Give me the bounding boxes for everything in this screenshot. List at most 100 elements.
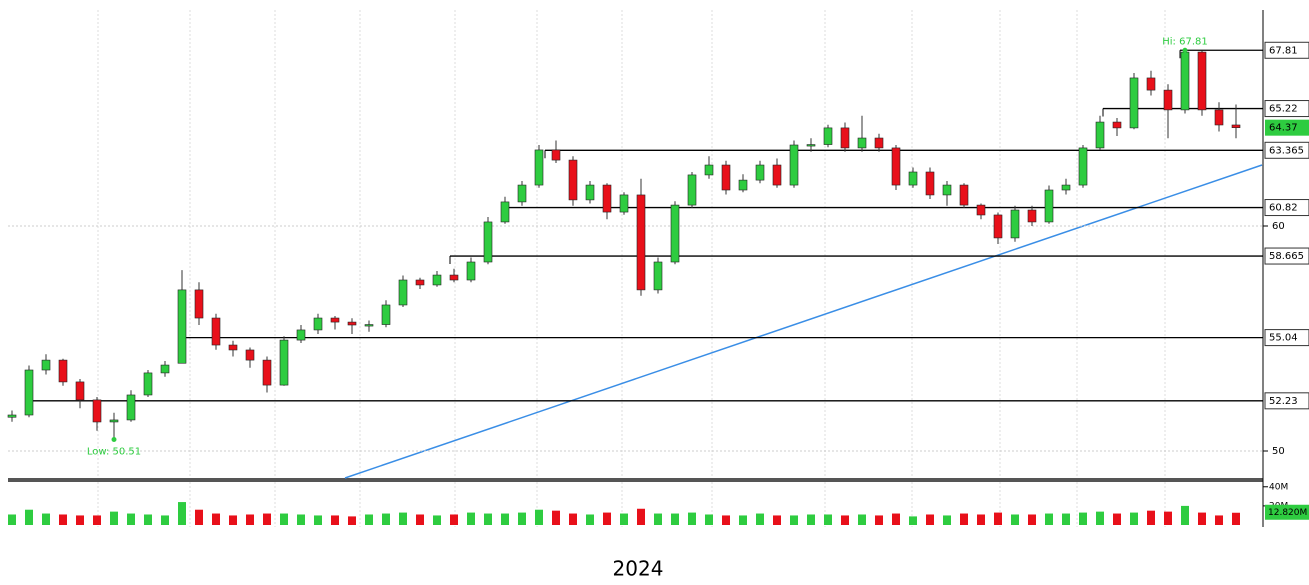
- candle-body: [1095, 121, 1105, 149]
- candle-body: [534, 149, 544, 186]
- candle-body: [58, 359, 68, 383]
- candle-body: [1027, 209, 1037, 223]
- candle-body: [653, 261, 663, 291]
- candle-body: [194, 289, 204, 319]
- volume-bar: [450, 514, 458, 525]
- volume-bar: [178, 502, 186, 525]
- volume-bar: [1011, 514, 1019, 525]
- volume-bar: [909, 516, 917, 525]
- volume-bar: [331, 515, 339, 525]
- level-label: 63.365: [1269, 145, 1304, 156]
- volume-bar: [195, 509, 203, 525]
- volume-bar: [739, 515, 747, 525]
- volume-bar: [569, 513, 577, 525]
- volume-bar: [654, 513, 662, 525]
- volume-bar: [977, 514, 985, 525]
- volume-bar: [841, 515, 849, 525]
- volume-bar: [42, 513, 50, 525]
- volume-bar: [875, 515, 883, 525]
- candle-body: [24, 369, 34, 416]
- volume-bar: [501, 513, 509, 525]
- high-annotation: Hi: 67.81: [1162, 36, 1207, 47]
- candle-body: [330, 317, 340, 323]
- candle-body: [772, 164, 782, 186]
- candle-body: [75, 381, 85, 401]
- candle-body: [942, 184, 952, 196]
- level-box: [1264, 247, 1309, 265]
- x-axis-label: 2024: [613, 557, 664, 581]
- candle-body: [92, 399, 102, 423]
- volume-bar: [620, 513, 628, 525]
- volume-bar: [790, 515, 798, 525]
- volume-bar: [807, 514, 815, 525]
- candle-body: [1010, 209, 1020, 239]
- candle-body: [670, 204, 680, 263]
- volume-bar: [1028, 514, 1036, 525]
- level-box: [1264, 141, 1309, 159]
- candle-body: [1146, 77, 1156, 91]
- candle-body: [211, 317, 221, 346]
- trend-line: [344, 164, 1263, 479]
- candle-body: [1197, 51, 1207, 111]
- candle-body: [1214, 109, 1224, 126]
- volume-bar: [688, 512, 696, 525]
- candle-body: [619, 194, 629, 213]
- candle-body: [1112, 121, 1122, 129]
- candle-body: [262, 359, 272, 386]
- volume-bar: [1164, 511, 1172, 525]
- volume-bar: [1096, 511, 1104, 525]
- candle-body: [296, 329, 306, 341]
- volume-bar: [1079, 512, 1087, 525]
- candle-body: [551, 149, 561, 161]
- volume-bar: [1147, 510, 1155, 525]
- candle-body: [1078, 147, 1088, 186]
- volume-bar: [399, 512, 407, 525]
- volume-bar: [263, 513, 271, 525]
- volume-bar: [960, 513, 968, 525]
- candle-body: [857, 137, 867, 149]
- volume-bar: [25, 509, 33, 525]
- last-price-label: 64.37: [1269, 123, 1298, 134]
- candle-body: [874, 137, 884, 149]
- candle-body: [602, 184, 612, 213]
- candle-body: [1044, 189, 1054, 223]
- level-label: 55.04: [1269, 333, 1298, 344]
- volume-bar: [382, 513, 390, 525]
- last-price-box: [1265, 119, 1309, 136]
- candle-body: [364, 324, 374, 327]
- volume-bar: [1232, 512, 1240, 525]
- volume-bar: [552, 510, 560, 525]
- volume-bar: [433, 515, 441, 525]
- low-annotation: Low: 50.51: [87, 447, 141, 458]
- volume-bar: [365, 514, 373, 525]
- volume-bar: [484, 513, 492, 525]
- candle-body: [245, 349, 255, 361]
- volume-bar: [722, 515, 730, 525]
- candle-body: [517, 184, 527, 203]
- vol-tick-label: 40M: [1269, 482, 1288, 492]
- candle-body: [177, 289, 187, 364]
- level-label: 52.23: [1269, 396, 1298, 407]
- candle-body: [143, 372, 153, 396]
- candle-body: [789, 144, 799, 186]
- candle-body: [891, 147, 901, 186]
- candle-body: [1163, 89, 1173, 111]
- volume-bar: [1113, 513, 1121, 525]
- candle-body: [738, 179, 748, 191]
- level-box: [1264, 329, 1309, 347]
- candle-body: [585, 184, 595, 201]
- candle-body: [7, 414, 17, 418]
- candle-body: [126, 394, 136, 421]
- candle-body: [755, 164, 765, 181]
- candle-body: [976, 204, 986, 216]
- volume-bar: [858, 514, 866, 525]
- level-label: 65.22: [1269, 104, 1298, 115]
- volume-bar: [246, 514, 254, 525]
- volume-bar: [671, 513, 679, 525]
- volume-bar: [110, 511, 118, 525]
- volume-bar: [212, 513, 220, 525]
- volume-bar: [892, 513, 900, 525]
- volume-bar: [144, 514, 152, 525]
- candle-body: [313, 317, 323, 331]
- level-box: [1264, 100, 1309, 118]
